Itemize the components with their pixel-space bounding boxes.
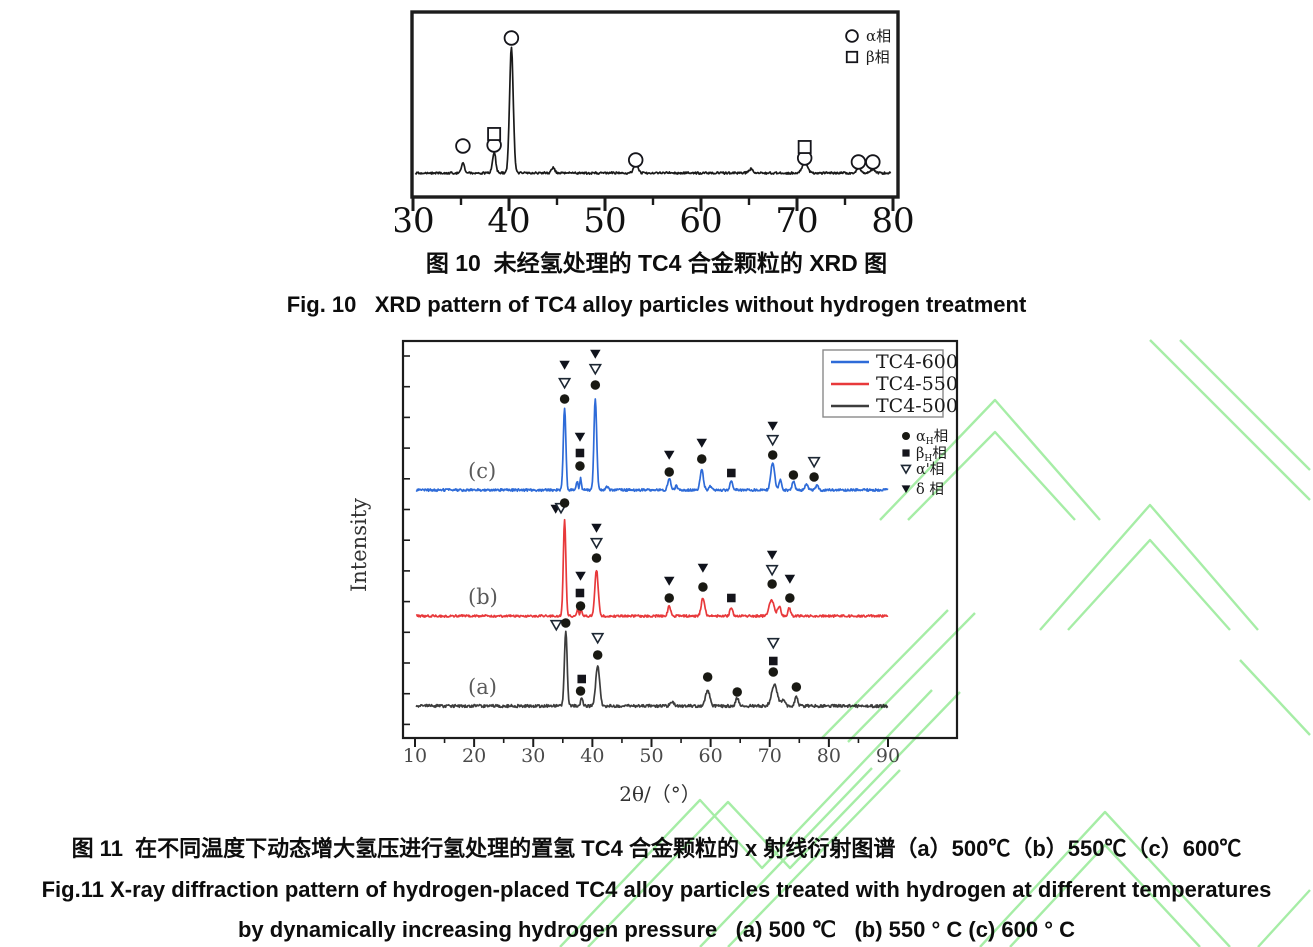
svg-text:2θ/（°）: 2θ/（°） (619, 782, 701, 806)
axes: 30 40 50 60 70 80 (395, 10, 915, 240)
svg-text:30: 30 (521, 745, 545, 767)
svg-text:20: 20 (462, 745, 486, 767)
fig11-caption-en-line1: Fig.11 X-ray diffraction pattern of hydr… (41, 877, 1272, 902)
svg-text:(b): (b) (468, 585, 498, 609)
svg-text:TC4-550: TC4-550 (876, 373, 958, 395)
svg-text:30: 30 (395, 201, 435, 240)
svg-text:TC4-500: TC4-500 (876, 395, 958, 417)
svg-text:Intensity: Intensity (347, 498, 371, 592)
svg-text:70: 70 (775, 201, 818, 240)
svg-text:60: 60 (679, 201, 722, 240)
fig11-xrd-chart: 10 20 30 40 50 60 70 80 90 2θ/（°） Intensity (c) (b) (… (347, 339, 959, 806)
svg-text:60: 60 (699, 745, 723, 767)
trace-TC4-550: (b) (415, 498, 889, 618)
svg-text:(c): (c) (468, 459, 496, 483)
svg-text:40: 40 (487, 201, 530, 240)
svg-text:80: 80 (817, 745, 841, 767)
fig10-xrd-chart: 30 40 50 60 70 80 α相 β相 (395, 10, 915, 240)
trace-TC4-500: (a) (415, 618, 889, 709)
svg-text:TC4-600: TC4-600 (876, 351, 958, 373)
trace-TC4-600: (c) (415, 349, 889, 493)
svg-text:50: 50 (583, 201, 626, 240)
svg-text:10: 10 (403, 745, 427, 767)
svg-text:80: 80 (871, 201, 914, 240)
svg-text:90: 90 (876, 745, 900, 767)
svg-text:αH相: αH相 (916, 428, 948, 447)
svg-text:α'相: α'相 (916, 461, 944, 478)
fig11-caption-zh: 图 11 在不同温度下动态增大氢压进行氢处理的置氢 TC4 合金颗粒的 x 射线… (71, 836, 1242, 861)
fig10-caption-zh: 图 10 未经氢处理的 TC4 合金颗粒的 XRD 图 (425, 250, 888, 276)
svg-text:70: 70 (758, 745, 782, 767)
fig10-caption-en: Fig. 10 XRD pattern of TC4 alloy particl… (286, 292, 1027, 317)
phase-legend: α相 β相 (845, 27, 891, 66)
svg-text:(a): (a) (468, 675, 497, 699)
trace-TC4 without hydrogen treatment (414, 30, 892, 175)
fig11-caption-en-line2: by dynamically increasing hydrogen press… (237, 917, 1076, 942)
svg-text:δ 相: δ 相 (916, 481, 944, 498)
svg-text:50: 50 (639, 745, 663, 767)
svg-text:40: 40 (580, 745, 604, 767)
svg-text:α相: α相 (866, 27, 891, 45)
svg-text:β相: β相 (866, 48, 890, 66)
